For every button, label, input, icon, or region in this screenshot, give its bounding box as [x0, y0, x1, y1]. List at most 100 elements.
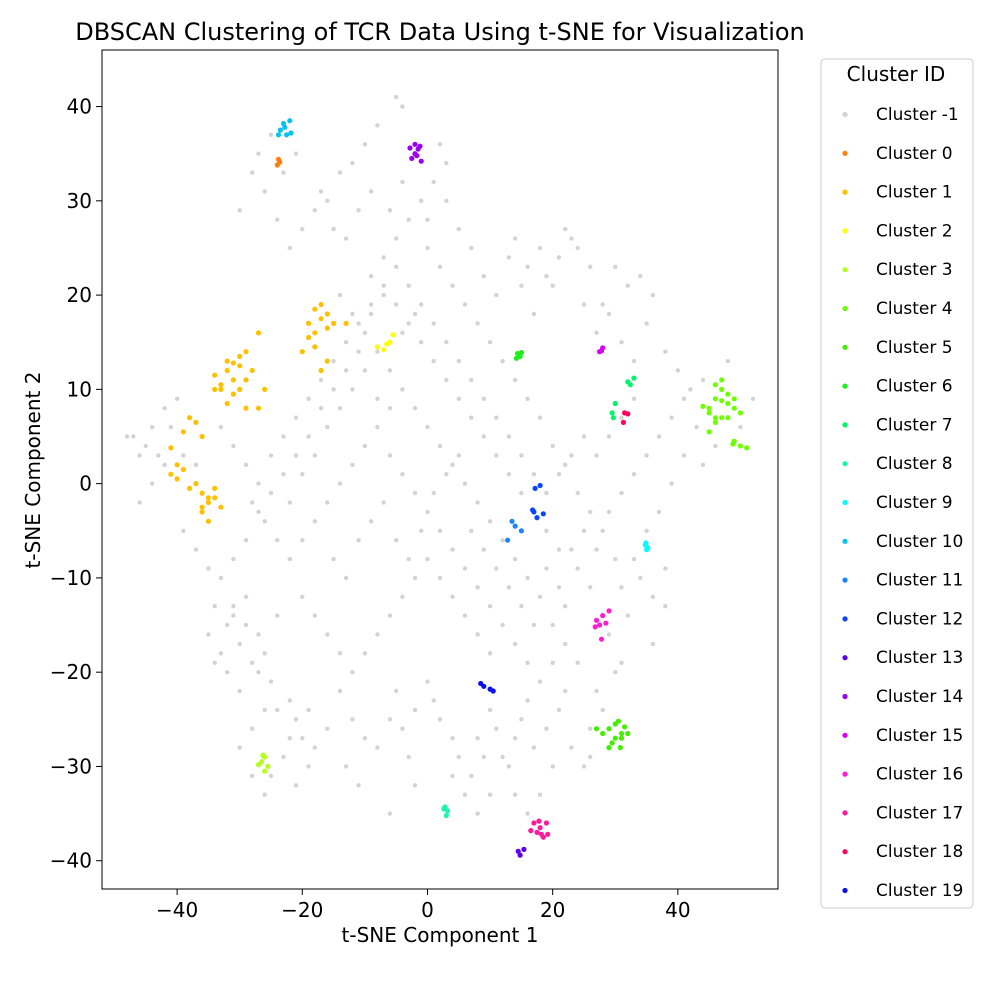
- x-tick-label: 40: [665, 898, 690, 922]
- data-point: [556, 255, 562, 260]
- data-point: [293, 453, 299, 458]
- data-point: [325, 198, 330, 203]
- y-tick-label: −10: [50, 566, 92, 590]
- series-18: [528, 818, 551, 840]
- data-point: [700, 462, 706, 467]
- data-point: [512, 236, 518, 241]
- data-point: [462, 792, 468, 797]
- series-15: [407, 141, 424, 164]
- data-point: [425, 245, 430, 251]
- data-point: [556, 472, 562, 477]
- legend-marker: [842, 267, 848, 273]
- data-point: [350, 387, 355, 392]
- legend-label: Cluster 0: [876, 144, 953, 164]
- data-point: [350, 462, 355, 467]
- data-point: [174, 462, 180, 468]
- data-point: [414, 153, 420, 159]
- data-point: [456, 754, 461, 760]
- data-point: [180, 429, 186, 435]
- data-point: [312, 208, 317, 213]
- data-point: [606, 608, 612, 614]
- data-point: [156, 453, 161, 458]
- data-point: [181, 528, 186, 533]
- data-point: [381, 292, 386, 298]
- data-point: [644, 453, 649, 458]
- data-point: [231, 613, 236, 618]
- plot-area: [124, 94, 756, 858]
- data-point: [343, 236, 349, 241]
- data-point: [456, 396, 461, 401]
- data-point: [350, 160, 355, 166]
- data-point: [425, 556, 430, 562]
- data-point: [306, 764, 311, 769]
- data-point: [312, 306, 318, 312]
- data-point: [563, 641, 568, 647]
- data-point: [437, 264, 443, 269]
- data-point: [544, 566, 549, 571]
- data-point: [569, 547, 574, 552]
- data-point: [505, 537, 511, 543]
- series-7: [513, 350, 525, 361]
- data-point: [306, 396, 311, 401]
- data-point: [537, 792, 543, 797]
- series-17: [592, 608, 612, 642]
- data-point: [387, 453, 393, 458]
- data-point: [374, 344, 380, 350]
- legend-label: Cluster 1: [876, 183, 953, 203]
- data-point: [487, 604, 493, 609]
- data-point: [738, 424, 743, 430]
- data-point: [362, 651, 368, 656]
- data-point: [268, 490, 274, 496]
- data-point: [537, 594, 543, 599]
- data-point: [469, 377, 474, 383]
- data-point: [563, 462, 568, 467]
- data-point: [131, 434, 136, 439]
- data-point: [199, 509, 205, 515]
- data-point: [487, 651, 493, 656]
- data-point: [537, 245, 543, 251]
- series-8: [609, 375, 637, 421]
- data-point: [631, 358, 637, 364]
- data-point: [606, 509, 612, 515]
- legend-marker: [842, 461, 848, 467]
- data-point: [500, 622, 505, 628]
- legend-marker: [842, 383, 848, 389]
- data-point: [619, 490, 624, 496]
- legend-label: Cluster 4: [876, 299, 953, 319]
- data-point: [593, 726, 600, 732]
- data-point: [606, 745, 612, 751]
- data-point: [368, 519, 374, 524]
- data-point: [162, 462, 167, 467]
- data-point: [462, 481, 468, 486]
- data-point: [631, 396, 637, 401]
- data-point: [615, 718, 622, 724]
- data-point: [563, 604, 568, 609]
- data-point: [193, 462, 199, 467]
- data-point: [525, 396, 530, 401]
- data-point: [343, 368, 349, 373]
- data-point: [324, 358, 330, 364]
- data-point: [544, 490, 549, 496]
- data-point: [730, 441, 736, 447]
- data-point: [643, 540, 649, 546]
- data-point: [593, 617, 600, 623]
- data-point: [581, 434, 587, 439]
- data-point: [669, 481, 674, 486]
- data-point: [530, 507, 536, 513]
- data-point: [506, 585, 512, 590]
- legend-label: Cluster 13: [876, 648, 963, 668]
- data-point: [306, 334, 312, 341]
- data-point: [606, 726, 612, 732]
- data-point: [318, 367, 324, 374]
- data-point: [381, 347, 387, 353]
- data-point: [124, 434, 130, 439]
- data-point: [255, 762, 262, 768]
- data-point: [318, 189, 324, 194]
- data-point: [400, 330, 405, 335]
- data-point: [324, 325, 330, 331]
- data-point: [205, 499, 211, 506]
- data-point: [712, 396, 719, 402]
- x-axis-label: t-SNE Component 1: [342, 923, 539, 947]
- data-point: [597, 622, 603, 628]
